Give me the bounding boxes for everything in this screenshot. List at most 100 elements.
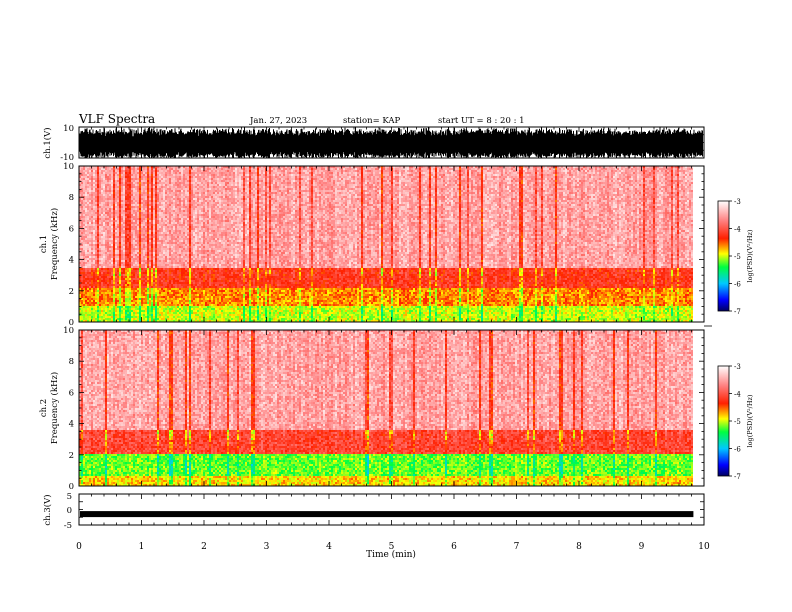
spectrogram-cell	[619, 174, 621, 176]
spectrogram-cell	[573, 168, 575, 170]
spectrogram-cell	[439, 180, 441, 182]
spectrogram-cell	[133, 198, 135, 200]
spectrogram-cell	[191, 174, 193, 176]
spectrogram-cell	[293, 182, 295, 184]
spectrogram-cell	[181, 186, 183, 188]
spectrogram-cell	[533, 194, 535, 196]
spectrogram-cell	[447, 196, 449, 198]
spectrogram-cell	[143, 184, 145, 186]
spectrogram-cell	[177, 188, 179, 190]
spectrogram-cell	[103, 172, 105, 174]
spectrogram-cell	[265, 174, 267, 176]
spectrogram-cell	[643, 170, 645, 172]
spectrogram-cell	[333, 168, 335, 170]
spectrogram-cell	[635, 170, 637, 172]
spectrogram-cell	[507, 178, 509, 180]
spectrogram-cell	[489, 168, 491, 170]
spectrogram-cell	[311, 184, 313, 186]
spectrogram-cell	[533, 186, 535, 188]
spectrogram-cell	[577, 180, 579, 182]
spectrogram-cell	[245, 188, 247, 190]
spectrogram-cell	[665, 182, 667, 184]
spectrogram-cell	[435, 192, 437, 194]
spectrogram-cell	[509, 182, 511, 184]
spectrogram-cell	[631, 176, 633, 178]
spectrogram-cell	[663, 190, 665, 192]
spectrogram-cell	[97, 198, 99, 200]
spectrogram-cell	[397, 188, 399, 190]
spectrogram-cell	[471, 170, 473, 172]
spectrogram-cell	[485, 196, 487, 198]
spectrogram-cell	[511, 186, 513, 188]
spectrogram-cell	[561, 188, 563, 190]
spectrogram-cell	[131, 176, 133, 178]
spectrogram-cell	[667, 182, 669, 184]
spectrogram-cell	[341, 176, 343, 178]
spectrogram-cell	[203, 194, 205, 196]
spectrogram-cell	[663, 196, 665, 198]
spectrogram-cell	[549, 170, 551, 172]
spectrogram-cell	[289, 172, 291, 174]
spectrogram-cell	[329, 190, 331, 192]
spectrogram-cell	[209, 168, 211, 170]
spectrogram-cell	[549, 178, 551, 180]
spectrogram-cell	[187, 184, 189, 186]
spectrogram-cell	[489, 196, 491, 198]
spectrogram-cell	[639, 168, 641, 170]
spectrogram-cell	[89, 186, 91, 188]
spectrogram-cell	[123, 170, 125, 172]
spectrogram-cell	[593, 184, 595, 186]
spectrogram-cell	[547, 180, 549, 182]
spectrogram-cell	[495, 178, 497, 180]
spectrogram-cell	[661, 172, 663, 174]
spectrogram-cell	[339, 174, 341, 176]
spectrogram-cell	[489, 180, 491, 182]
spectrogram-cell	[437, 184, 439, 186]
spectrogram-cell	[601, 168, 603, 170]
spectrogram-cell	[389, 174, 391, 176]
spectrogram-cell	[133, 192, 135, 194]
spectrogram-cell	[351, 178, 353, 180]
spectrogram-cell	[603, 176, 605, 178]
spectrogram-cell	[339, 186, 341, 188]
spectrogram-cell	[547, 172, 549, 174]
spectrogram-cell	[531, 188, 533, 190]
spectrogram-cell	[185, 168, 187, 170]
spectrogram-cell	[581, 184, 583, 186]
spectrogram-cell	[249, 174, 251, 176]
spectrogram-cell	[475, 186, 477, 188]
spectrogram-cell	[511, 182, 513, 184]
spectrogram-cell	[343, 194, 345, 196]
spectrogram-cell	[143, 178, 145, 180]
spectrogram-cell	[503, 174, 505, 176]
spectrogram-cell	[443, 174, 445, 176]
spectrogram-cell	[253, 176, 255, 178]
spectrogram-cell	[471, 178, 473, 180]
spectrogram-cell	[257, 176, 259, 178]
spectrogram-cell	[435, 186, 437, 188]
spectrogram-cell	[381, 170, 383, 172]
spectrogram-cell	[623, 188, 625, 190]
spectrogram-cell	[191, 172, 193, 174]
spectrogram-cell	[133, 168, 135, 170]
spectrogram-cell	[219, 174, 221, 176]
spectrogram-cell	[215, 190, 217, 192]
spectrogram-cell	[551, 170, 553, 172]
spectrogram-cell	[601, 186, 603, 188]
spectrogram-cell	[571, 190, 573, 192]
spectrogram-cell	[359, 196, 361, 198]
spectrogram-cell	[417, 190, 419, 192]
spectrogram-cell	[291, 180, 293, 182]
spectrogram-cell	[137, 168, 139, 170]
spectrogram-cell	[91, 180, 93, 182]
spectrogram-cell	[441, 184, 443, 186]
spectrogram-cell	[315, 192, 317, 194]
spectrogram-cell	[245, 182, 247, 184]
spectrogram-cell	[135, 198, 137, 200]
spectrogram-cell	[663, 188, 665, 190]
spectrogram-cell	[147, 170, 149, 172]
spectrogram-cell	[653, 176, 655, 178]
spectrogram-cell	[557, 182, 559, 184]
spectrogram-cell	[295, 194, 297, 196]
spectrogram-cell	[251, 180, 253, 182]
